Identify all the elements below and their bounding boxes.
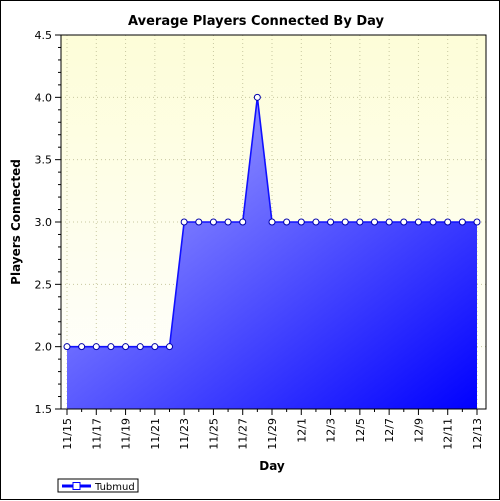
data-point (180, 218, 188, 226)
data-point (356, 218, 364, 226)
data-point (458, 218, 466, 226)
y-axis: 1.5 2.0 2.5 3.0 3.5 4.0 4.5 (35, 29, 61, 416)
y-axis-title: Players Connected (9, 159, 23, 285)
y-tick-label: 3.5 (35, 154, 53, 167)
y-tick-label: 4.0 (35, 91, 53, 104)
data-point (312, 218, 320, 226)
data-point (341, 218, 349, 226)
legend-marker-swatch (72, 482, 81, 490)
y-tick-label: 4.5 (35, 29, 53, 42)
x-tick-label: 11/29 (266, 418, 279, 450)
x-tick-label: 12/3 (325, 418, 338, 443)
x-axis-title: Day (259, 459, 285, 473)
data-point (151, 343, 159, 351)
data-point (444, 218, 452, 226)
data-point (253, 93, 261, 101)
data-point (429, 218, 437, 226)
data-point (224, 218, 232, 226)
data-point (385, 218, 393, 226)
x-tick-label: 11/21 (149, 418, 162, 450)
data-point (400, 218, 408, 226)
series-points (63, 93, 481, 351)
data-point (283, 218, 291, 226)
y-tick-label: 1.5 (35, 403, 53, 416)
x-tick-label: 12/5 (354, 418, 367, 443)
data-point (371, 218, 378, 226)
x-axis: 11/15 11/17 11/19 11/21 11/23 11/25 11/27 11/29… (61, 409, 484, 450)
legend: Tubmud (57, 478, 139, 493)
x-tick-label: 11/15 (61, 418, 74, 450)
chart-title: Average Players Connected By Day (128, 14, 384, 29)
x-tick-label: 11/23 (178, 418, 191, 450)
x-tick-label: 11/27 (237, 418, 250, 450)
data-point (268, 218, 276, 226)
data-point (63, 343, 71, 351)
x-tick-label: 12/1 (295, 418, 308, 443)
data-point (92, 343, 100, 351)
y-tick-label: 2.5 (35, 278, 53, 291)
data-point (166, 343, 173, 351)
x-tick-label: 11/25 (207, 418, 220, 450)
data-point (239, 218, 247, 226)
data-point (473, 218, 481, 226)
x-tick-label: 11/17 (90, 418, 103, 450)
y-tick-label: 2.0 (35, 341, 53, 354)
y-tick-label: 3.0 (35, 216, 53, 229)
data-point (136, 343, 144, 351)
x-tick-label: 12/7 (383, 418, 396, 443)
series-area-fill (67, 97, 477, 409)
data-point (209, 218, 217, 226)
data-point (414, 218, 422, 226)
data-point (107, 343, 115, 351)
x-tick-label: 12/13 (471, 418, 484, 450)
legend-label: Tubmud (94, 482, 135, 493)
x-tick-label: 12/9 (412, 418, 425, 443)
data-point (122, 343, 130, 351)
data-point (297, 218, 305, 226)
x-tick-label: 12/11 (442, 418, 455, 450)
data-point (327, 218, 335, 226)
x-tick-label: 11/19 (120, 418, 133, 450)
data-point (78, 343, 86, 351)
data-point (195, 218, 203, 226)
